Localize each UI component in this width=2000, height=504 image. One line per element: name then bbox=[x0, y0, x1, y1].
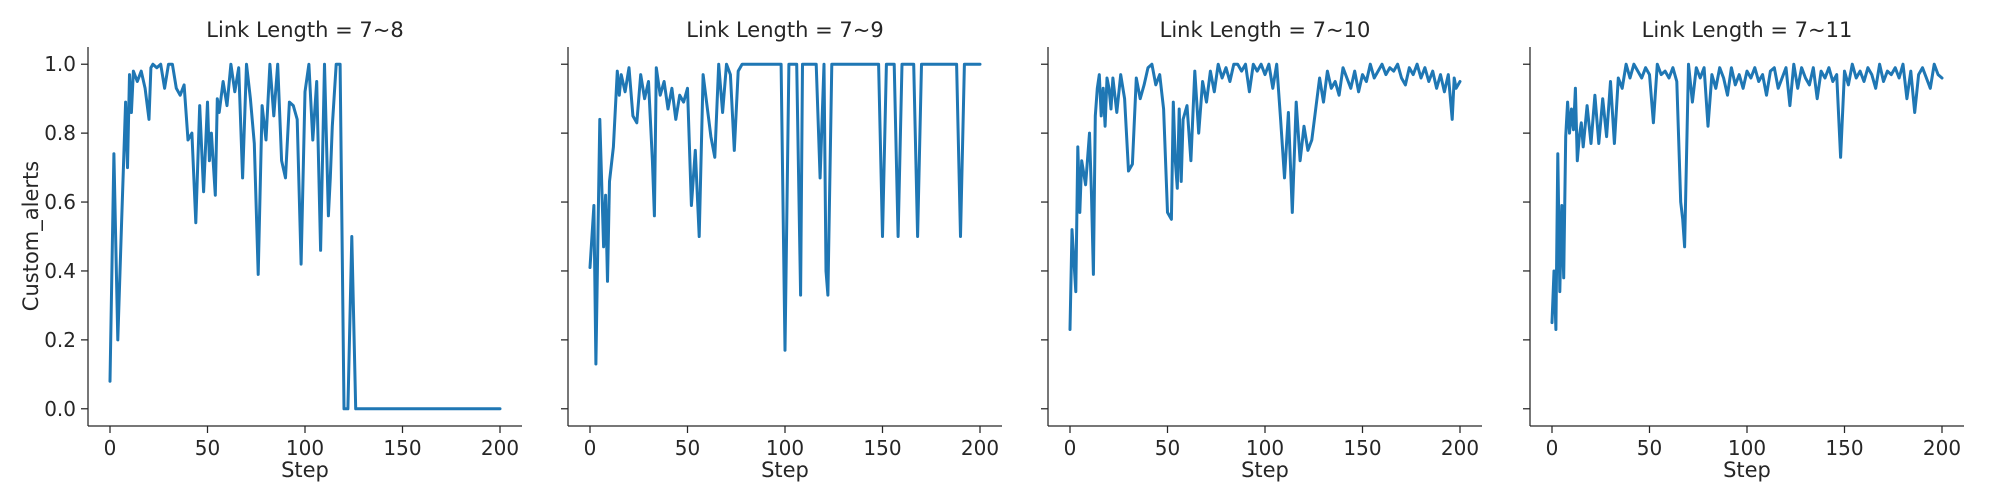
x-axis-title: Step bbox=[1241, 458, 1289, 482]
x-tick-label: 100 bbox=[1246, 436, 1284, 460]
x-tick-label: 0 bbox=[1064, 436, 1077, 460]
y-tick-label: 0.0 bbox=[44, 397, 76, 421]
series-line bbox=[108, 62, 502, 411]
x-tick-label: 200 bbox=[1441, 436, 1479, 460]
x-tick-label: 150 bbox=[863, 436, 901, 460]
facet-panel-3: Link Length = 7~10 0 50 100 150 200 Step bbox=[1041, 18, 1482, 482]
x-tick-label: 150 bbox=[1343, 436, 1381, 460]
x-axis-title: Step bbox=[281, 458, 329, 482]
x-tick-label: 200 bbox=[481, 436, 519, 460]
x-tick-label: 100 bbox=[1728, 436, 1766, 460]
x-tick-label: 150 bbox=[383, 436, 421, 460]
panel-title: Link Length = 7~9 bbox=[686, 18, 883, 42]
x-tick-label: 50 bbox=[675, 436, 700, 460]
y-tick-label: 1.0 bbox=[44, 52, 76, 76]
x-tick-label: 200 bbox=[1923, 436, 1961, 460]
y-tick-label: 0.4 bbox=[44, 259, 76, 283]
x-tick-label: 0 bbox=[584, 436, 597, 460]
y-tick-label: 0.8 bbox=[44, 121, 76, 145]
facet-panel-1: Link Length = 7~8 0.0 0.2 0.4 0.6 0.8 1.0 0 50 10… bbox=[44, 18, 522, 482]
series-line bbox=[588, 62, 982, 366]
x-tick-label: 0 bbox=[104, 436, 117, 460]
y-tick-label: 0.2 bbox=[44, 328, 76, 352]
series-line bbox=[1550, 62, 1944, 331]
x-tick-label: 50 bbox=[1155, 436, 1180, 460]
panel-title: Link Length = 7~11 bbox=[1642, 18, 1853, 42]
x-axis-title: Step bbox=[1723, 458, 1771, 482]
x-tick-label: 50 bbox=[1637, 436, 1662, 460]
x-tick-label: 0 bbox=[1546, 436, 1559, 460]
x-tick-label: 50 bbox=[195, 436, 220, 460]
panel-title: Link Length = 7~10 bbox=[1160, 18, 1371, 42]
x-axis-title: Step bbox=[761, 458, 809, 482]
panel-title: Link Length = 7~8 bbox=[206, 18, 403, 42]
x-tick-label: 150 bbox=[1825, 436, 1863, 460]
facet-panel-2: Link Length = 7~9 0 50 100 150 200 Step bbox=[561, 18, 1002, 482]
y-tick-label: 0.6 bbox=[44, 190, 76, 214]
x-tick-label: 100 bbox=[766, 436, 804, 460]
facet-panel-4: Link Length = 7~11 0 50 100 150 200 Step bbox=[1523, 18, 1964, 482]
x-tick-label: 100 bbox=[286, 436, 324, 460]
x-tick-label: 200 bbox=[961, 436, 999, 460]
y-axis-title: Custom_alerts bbox=[19, 161, 44, 311]
series-line bbox=[1068, 62, 1462, 331]
